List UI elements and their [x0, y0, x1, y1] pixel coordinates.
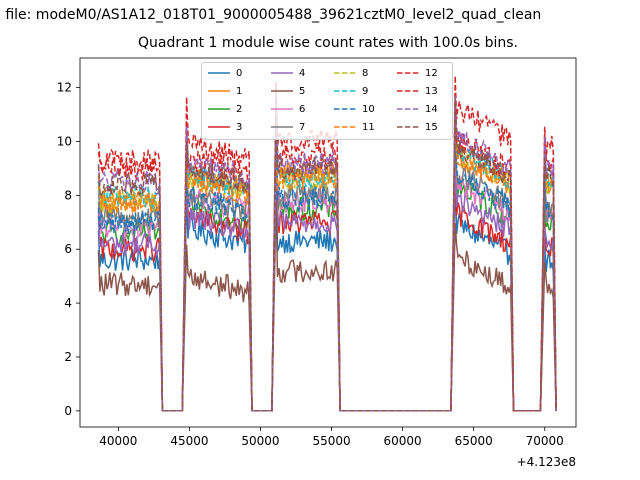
plot-lines — [97, 75, 557, 412]
legend-swatch — [271, 126, 293, 128]
series-line-12 — [97, 87, 557, 412]
y-tick-label: 6 — [64, 242, 72, 256]
legend-label: 1 — [236, 86, 243, 97]
legend-item-0: 0 — [208, 66, 242, 82]
legend-swatch — [271, 90, 293, 92]
plot-frame — [79, 57, 577, 428]
x-tick-label: 55000 — [312, 434, 350, 448]
legend-label: 0 — [236, 68, 243, 79]
legend-item-5: 5 — [271, 84, 305, 100]
chart-legend: 0 1 2 3 4 5 6 7 8 9 10 11 12 13 14 15 — [201, 62, 453, 140]
legend-swatch — [334, 72, 356, 74]
legend-label: 9 — [362, 86, 369, 97]
legend-label: 13 — [425, 86, 438, 97]
suptitle-text: n file: modeM0/AS1A12_018T01_9000005488_… — [0, 7, 542, 23]
legend-swatch — [334, 90, 356, 92]
legend-item-14: 14 — [397, 102, 438, 118]
legend-item-3: 3 — [208, 120, 242, 136]
legend-item-12: 12 — [397, 66, 438, 82]
y-tick-label: 10 — [57, 134, 72, 148]
legend-swatch — [397, 72, 419, 74]
y-tick-label: 12 — [57, 81, 72, 95]
y-axis: 0 2 4 6 8 10 12 — [57, 81, 80, 418]
legend-swatch — [208, 108, 230, 110]
legend-item-10: 10 — [334, 102, 375, 118]
figure-suptitle: n file: modeM0/AS1A12_018T01_9000005488_… — [0, 7, 640, 27]
x-tick-label: 45000 — [170, 434, 208, 448]
legend-swatch — [397, 126, 419, 128]
legend-label: 14 — [425, 104, 438, 115]
series-line-4 — [97, 140, 557, 412]
legend-swatch — [334, 108, 356, 110]
legend-item-2: 2 — [208, 102, 242, 118]
legend-swatch — [397, 108, 419, 110]
legend-swatch — [334, 126, 356, 128]
series-line-5 — [97, 199, 557, 412]
y-tick-label: 0 — [64, 404, 72, 418]
x-tick-label: 40000 — [99, 434, 137, 448]
legend-swatch — [208, 90, 230, 92]
legend-label: 7 — [299, 122, 306, 133]
legend-item-9: 9 — [334, 84, 368, 100]
legend-swatch — [208, 72, 230, 74]
series-line-11 — [97, 98, 557, 412]
legend-item-4: 4 — [271, 66, 305, 82]
series-line-10 — [97, 131, 557, 412]
legend-item-6: 6 — [271, 102, 305, 118]
series-line-0 — [97, 165, 557, 412]
series-line-15 — [97, 98, 557, 412]
x-tick-label: 50000 — [241, 434, 279, 448]
legend-label: 11 — [362, 122, 375, 133]
legend-item-15: 15 — [397, 120, 438, 136]
legend-label: 10 — [362, 104, 375, 115]
legend-item-11: 11 — [334, 120, 375, 136]
legend-label: 8 — [362, 68, 369, 79]
legend-label: 5 — [299, 86, 306, 97]
legend-item-1: 1 — [208, 84, 242, 100]
legend-item-13: 13 — [397, 84, 438, 100]
legend-item-8: 8 — [334, 66, 368, 82]
legend-swatch — [208, 126, 230, 128]
legend-label: 3 — [236, 122, 243, 133]
legend-swatch — [397, 90, 419, 92]
legend-label: 6 — [299, 104, 306, 115]
legend-label: 2 — [236, 104, 243, 115]
chart-title: Quadrant 1 module wise count rates with … — [138, 35, 518, 51]
y-tick-label: 4 — [64, 296, 72, 310]
x-offset-label: +4.123e8 — [517, 455, 576, 469]
x-tick-label: 60000 — [384, 434, 422, 448]
x-axis: 40000 45000 50000 55000 60000 65000 70000 — [99, 427, 564, 448]
series-line-9 — [97, 98, 557, 412]
legend-swatch — [271, 108, 293, 110]
legend-item-7: 7 — [271, 120, 305, 136]
legend-label: 4 — [299, 68, 306, 79]
legend-swatch — [271, 72, 293, 74]
x-tick-label: 70000 — [526, 434, 564, 448]
x-tick-label: 65000 — [455, 434, 493, 448]
y-tick-label: 2 — [64, 350, 72, 364]
legend-label: 12 — [425, 68, 438, 79]
legend-label: 15 — [425, 122, 438, 133]
series-line-13 — [97, 75, 557, 412]
y-tick-label: 8 — [64, 188, 72, 202]
